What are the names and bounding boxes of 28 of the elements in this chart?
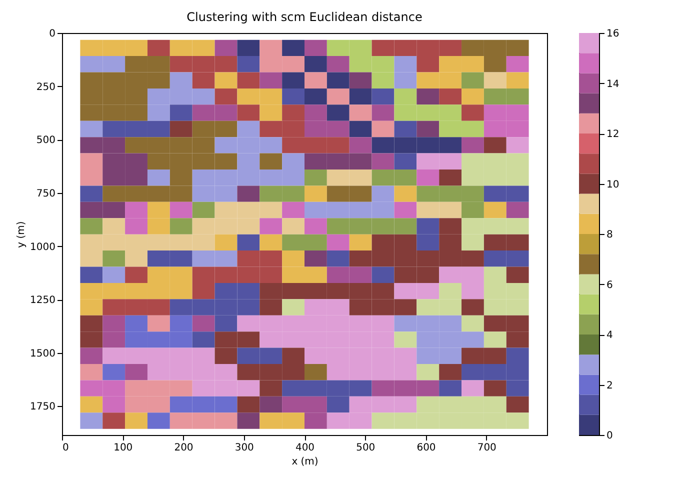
x-tick-label: 300 [234,442,254,454]
color-bar-label: 10 [606,179,620,190]
color-bar-label: 2 [606,380,613,392]
x-tick-label: 600 [416,442,436,454]
x-tick-label: 500 [356,442,376,454]
y-tick-label: 750 [36,188,56,200]
y-tick-label: 1500 [30,348,56,360]
y-tick-label: 1750 [30,402,56,413]
color-bar-label: 14 [606,78,620,90]
x-tick-label: 700 [477,442,496,454]
chart-title: Clustering with scm Euclidean distance [186,10,422,24]
x-tick-label: 100 [114,442,133,454]
x-tick-label: 0 [62,442,69,454]
y-tick-label: 1000 [30,242,56,253]
y-tick-label: 1250 [30,295,56,306]
y-tick-label: 500 [36,135,56,146]
color-bar-label: 16 [606,28,620,40]
x-axis-title: x (m) [292,456,318,468]
x-tick-label: 200 [174,442,194,454]
y-axis-title: y (m) [16,221,28,248]
color-bar-label: 8 [606,230,613,240]
y-tick-label: 250 [36,82,56,93]
y-tick-label: 0 [49,28,56,40]
color-bar-label: 6 [606,280,613,291]
color-bar-label: 4 [606,330,613,341]
color-bar-label: 12 [606,129,620,140]
x-tick-label: 400 [295,442,315,454]
color-bar-label: 0 [606,430,613,442]
